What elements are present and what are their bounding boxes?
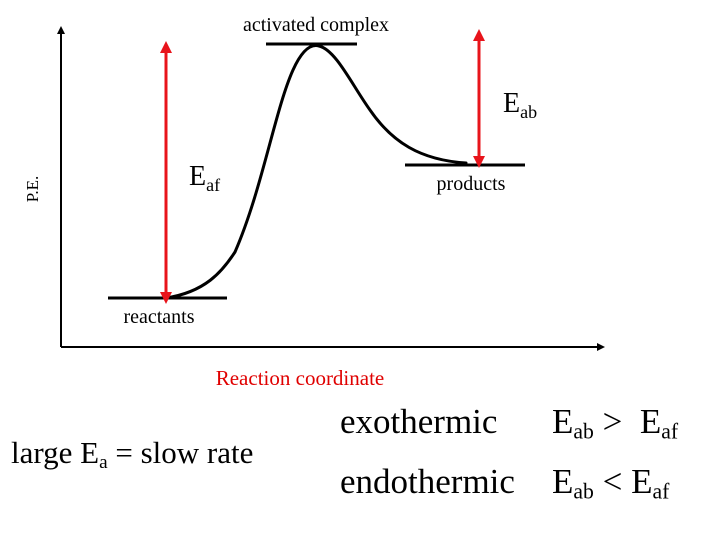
x-axis-label: Reaction coordinate xyxy=(216,366,385,390)
rate-note: large Ea = slow rate xyxy=(11,435,254,473)
eab-label: Eab xyxy=(503,88,537,122)
y-axis-label: P.E. xyxy=(23,176,42,202)
activated-complex-label: activated complex xyxy=(243,14,389,36)
endothermic-relation: Eab < Eaf xyxy=(552,462,670,504)
products-label: products xyxy=(437,173,506,195)
eaf-label: Eaf xyxy=(189,161,220,195)
reaction-curve xyxy=(164,44,468,300)
reactants-label: reactants xyxy=(123,306,194,328)
exothermic-word: exothermic xyxy=(340,402,498,441)
exothermic-relation: Eab > Eaf xyxy=(552,402,679,444)
endothermic-word: endothermic xyxy=(340,462,515,501)
